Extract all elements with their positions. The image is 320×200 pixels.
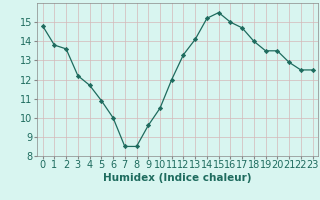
X-axis label: Humidex (Indice chaleur): Humidex (Indice chaleur) — [103, 173, 252, 183]
